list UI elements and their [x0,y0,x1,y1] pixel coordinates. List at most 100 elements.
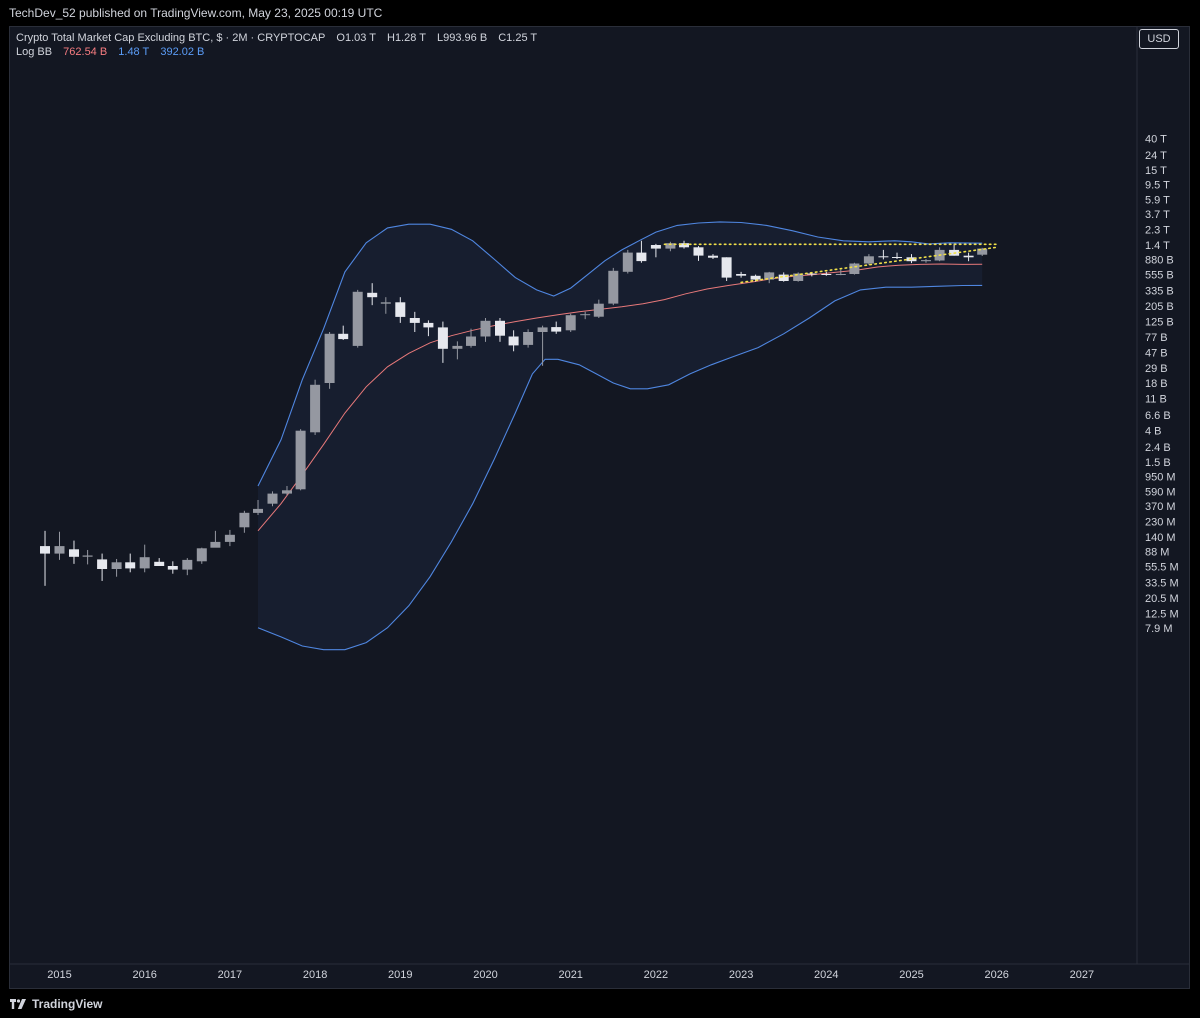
ohlc-open: O1.03 T [336,32,376,44]
candle-body [892,257,902,258]
candle [508,330,519,352]
price-tick-label: 47 B [1145,348,1168,360]
candle-body [721,257,732,278]
bb-upper-line [257,221,983,487]
price-tick-label: 1.4 T [1145,240,1170,252]
price-tick-label: 590 M [1145,486,1176,498]
candle-body [821,274,832,275]
candle-body [679,243,689,248]
candle-body [111,562,122,569]
candle [282,485,292,496]
candle [636,240,647,263]
candle-body [665,243,676,249]
candle-body [239,512,250,528]
candle [793,272,804,282]
candle-body [310,384,321,433]
price-tick-label: 29 B [1145,363,1168,375]
price-tick-label: 24 T [1145,150,1167,162]
time-tick-label: 2025 [899,969,923,981]
symbol-title[interactable]: Crypto Total Market Cap Excluding BTC, $… [16,32,326,44]
candle [963,252,974,262]
ohlc-high: H1.28 T [387,32,426,44]
time-tick-label: 2017 [218,969,242,981]
candle-body [593,303,604,317]
price-tick-label: 11 B [1145,394,1167,406]
candle [778,272,789,282]
candle-body [764,272,775,280]
candle-body [69,549,79,557]
candle [182,558,193,576]
candle-body [395,302,406,317]
tradingview-logo[interactable]: TradingView [10,997,102,1011]
candle [878,249,889,260]
time-tick-label: 2019 [388,969,412,981]
price-tick-label: 140 M [1145,532,1176,544]
candle [253,499,263,516]
candle-body [878,256,889,258]
candle [437,321,448,363]
candle [736,271,747,278]
price-tick-label: 205 B [1145,301,1174,313]
candle [224,529,235,547]
currency-button[interactable]: USD [1139,29,1179,49]
time-tick-label: 2018 [303,969,327,981]
ohlc-low: L993.96 B [437,32,488,44]
candle-body [125,562,136,569]
candle-body [324,333,335,383]
price-tick-label: 4 B [1145,426,1162,438]
candle-body [508,336,519,346]
legend-symbol-row: Crypto Total Market Cap Excluding BTC, $… [16,31,537,45]
candle [466,328,476,348]
candle [764,271,775,284]
candle [125,553,136,573]
time-tick-label: 2020 [473,969,497,981]
price-tick-label: 55.5 M [1145,561,1179,573]
candle-body [182,559,193,570]
time-tick-label: 2021 [558,969,582,981]
candle [423,320,434,337]
candle [835,269,846,276]
candle-body [97,559,108,569]
time-tick-label: 2023 [729,969,753,981]
trendlines [663,243,998,284]
candle-body [693,247,704,256]
bollinger-band-lines [257,221,983,651]
price-tick-label: 20.5 M [1145,593,1179,605]
time-tick-label: 2015 [47,969,71,981]
candle-body [793,273,804,281]
candle-body [295,430,306,490]
candle [537,325,548,366]
price-tick-label: 3.7 T [1145,209,1170,221]
chart-frame[interactable] [9,26,1190,989]
bb-basis-value: 762.54 B [63,46,108,58]
candle-body [154,561,165,566]
price-tick-label: 370 M [1145,501,1176,513]
footer-bar: TradingView [0,990,1200,1018]
candle-body [778,274,789,281]
candle [239,510,250,533]
candle-body [139,557,150,569]
candle-body [708,255,718,258]
candle-body [196,548,207,562]
price-tick-label: 555 B [1145,269,1174,281]
indicator-name[interactable]: Log BB [16,46,53,58]
candle-body [523,332,534,345]
candle [267,491,278,507]
candle-body [54,546,65,554]
candle [40,530,50,586]
candle-body [736,274,747,276]
bollinger-band-fill [258,221,983,650]
price-tick-label: 12.5 M [1145,609,1179,621]
candle [480,318,491,342]
price-chart[interactable]: 40 T 24 T 15 T 9.5 T 5.9 T 3.7 T 2.3 T 1.4 T 880… [9,26,1190,989]
candle-body [466,336,476,346]
price-tick-label: 880 B [1145,255,1174,267]
candle-body [409,318,420,323]
candle [54,531,65,560]
candle [708,254,718,260]
candle [821,271,832,276]
price-tick-label: 2.4 B [1145,442,1171,454]
candle [849,262,860,275]
candle-body [380,302,391,304]
price-tick-label: 7.9 M [1145,623,1173,635]
